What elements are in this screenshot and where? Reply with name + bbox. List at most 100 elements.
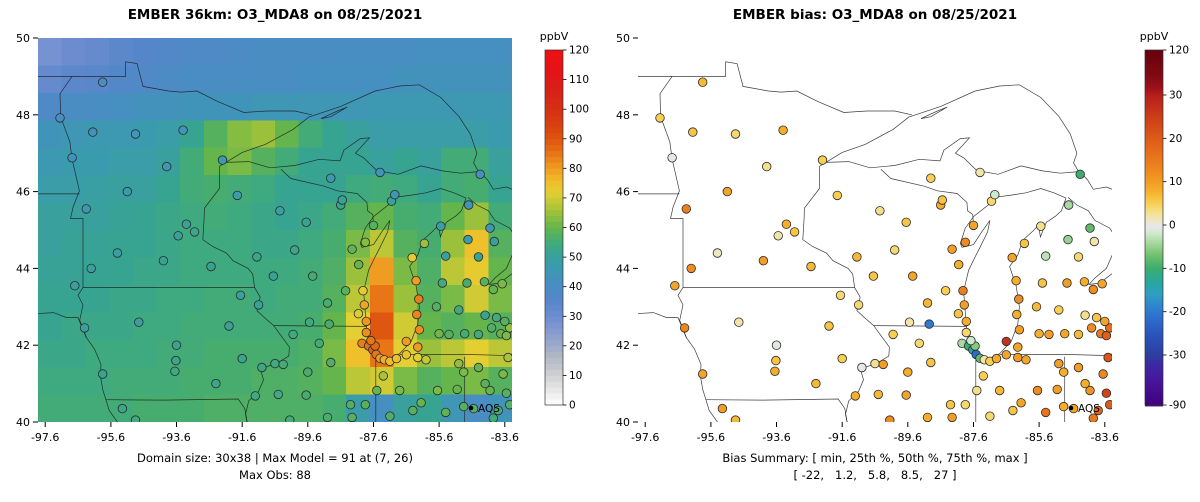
colorbar-segment: [1145, 232, 1163, 235]
station-marker-bias: [1086, 323, 1097, 333]
colorbar-segment: [1145, 132, 1163, 135]
colorbar-segment: [1145, 200, 1163, 203]
station-marker-bias: [1100, 316, 1110, 327]
colorbar-segment: [1145, 372, 1163, 375]
raster-cell: [322, 65, 347, 94]
station-marker-bias: [924, 319, 934, 329]
station-marker-bias: [837, 353, 847, 364]
colorbar-segment: [545, 393, 563, 400]
station-marker-bias: [947, 244, 957, 254]
colorbar-segment: [1145, 114, 1163, 117]
station-marker-obs: [360, 400, 371, 410]
raster-cell: [275, 284, 300, 313]
colorbar-segment: [545, 328, 563, 335]
colorbar-segment: [1145, 304, 1163, 307]
raster-cell: [346, 202, 371, 231]
station-marker-bias: [824, 321, 834, 331]
raster-cell: [417, 147, 442, 176]
station-marker-obs: [432, 385, 443, 396]
station-marker-obs: [278, 359, 288, 370]
colorbar-segment: [1145, 188, 1163, 191]
boundary-line: [825, 84, 1079, 172]
y-tick-label: 40: [16, 416, 30, 429]
colorbar-segment: [545, 197, 563, 205]
colorbar-segment: [1145, 248, 1163, 251]
station-marker-obs: [493, 405, 503, 416]
station-marker-obs: [134, 317, 144, 327]
colorbar-tick-label: -30: [1169, 350, 1186, 362]
raster-cell: [38, 202, 63, 231]
station-marker-obs: [473, 252, 484, 262]
colorbar-segment: [1145, 392, 1163, 395]
station-marker-obs: [170, 366, 180, 377]
station-marker-bias: [985, 411, 995, 421]
raster-cell: [156, 147, 181, 176]
boundary-line: [677, 287, 718, 422]
colorbar-segment: [1145, 328, 1163, 331]
colorbar-segment: [1145, 234, 1163, 237]
station-marker-obs: [375, 167, 385, 178]
station-marker-obs: [290, 245, 300, 255]
x-tick-label: -93.6: [762, 431, 790, 444]
colorbar-segment: [545, 316, 563, 323]
x-tick-label: -89.6: [294, 431, 322, 444]
colorbar-segment: [1145, 224, 1163, 227]
colorbar-segment: [1145, 356, 1163, 359]
station-marker-bias: [1060, 329, 1070, 339]
boundary-line: [225, 84, 479, 172]
colorbar-segment: [545, 215, 563, 222]
station-marker-obs: [408, 405, 418, 416]
station-marker-obs: [308, 271, 318, 281]
raster-cell: [61, 394, 86, 422]
raster-cell: [251, 284, 276, 313]
right-caption-line2: [ -22, 1.2, 5.8, 8.5, 27 ]: [793, 468, 956, 482]
colorbar-segment: [1145, 178, 1163, 181]
colorbar-segment: [1145, 390, 1163, 393]
colorbar-segment: [1145, 152, 1163, 155]
colorbar-segment: [545, 103, 563, 110]
raster-cell: [417, 92, 442, 121]
station-marker-obs: [459, 401, 469, 412]
station-marker-obs: [358, 286, 368, 296]
raster-cell: [38, 284, 63, 313]
colorbar-segment: [545, 263, 563, 270]
station-marker-bias: [875, 206, 885, 216]
colorbar-segment: [1145, 290, 1163, 293]
raster-cell: [132, 92, 157, 121]
raster-cell: [203, 120, 229, 149]
colorbar-segment: [1145, 298, 1163, 301]
raster-cell: [180, 92, 205, 121]
colorbar-segment: [1145, 348, 1163, 351]
station-marker-bias: [1008, 405, 1018, 416]
right-colorbar-label: ppbV: [1140, 30, 1169, 43]
station-marker-bias: [914, 338, 925, 349]
aqs-station-markers-obs: [55, 77, 512, 422]
station-marker-bias: [922, 412, 933, 422]
colorbar-segment: [1145, 258, 1163, 261]
raster-cell: [109, 38, 134, 66]
colorbar-segment: [1145, 160, 1163, 163]
colorbar-segment: [1145, 124, 1163, 127]
colorbar-segment: [1145, 336, 1163, 339]
colorbar-segment: [545, 292, 563, 299]
colorbar-segment: [1145, 362, 1163, 365]
station-marker-bias: [758, 256, 769, 266]
colorbar-segment: [1145, 190, 1163, 193]
raster-cell: [156, 394, 181, 422]
station-marker-obs: [70, 281, 80, 291]
station-marker-obs: [275, 206, 285, 216]
station-marker-obs: [436, 221, 446, 231]
station-marker-bias: [903, 367, 913, 377]
right-axes: -97.6 -95.6 -93.6 -91.6 -89.6 -87.6 -85.6 -83.6…: [616, 32, 1119, 444]
raster-cell: [203, 202, 229, 231]
boundary-line: [959, 188, 1067, 360]
raster-cell: [227, 339, 252, 368]
colorbar-segment: [1145, 174, 1163, 177]
station-marker-obs: [178, 125, 188, 135]
station-marker-obs: [324, 319, 334, 329]
station-marker-obs: [407, 252, 417, 263]
station-marker-bias: [904, 317, 915, 327]
colorbar-segment: [545, 322, 563, 329]
station-marker-obs: [501, 330, 512, 341]
raster-cell: [251, 65, 276, 94]
